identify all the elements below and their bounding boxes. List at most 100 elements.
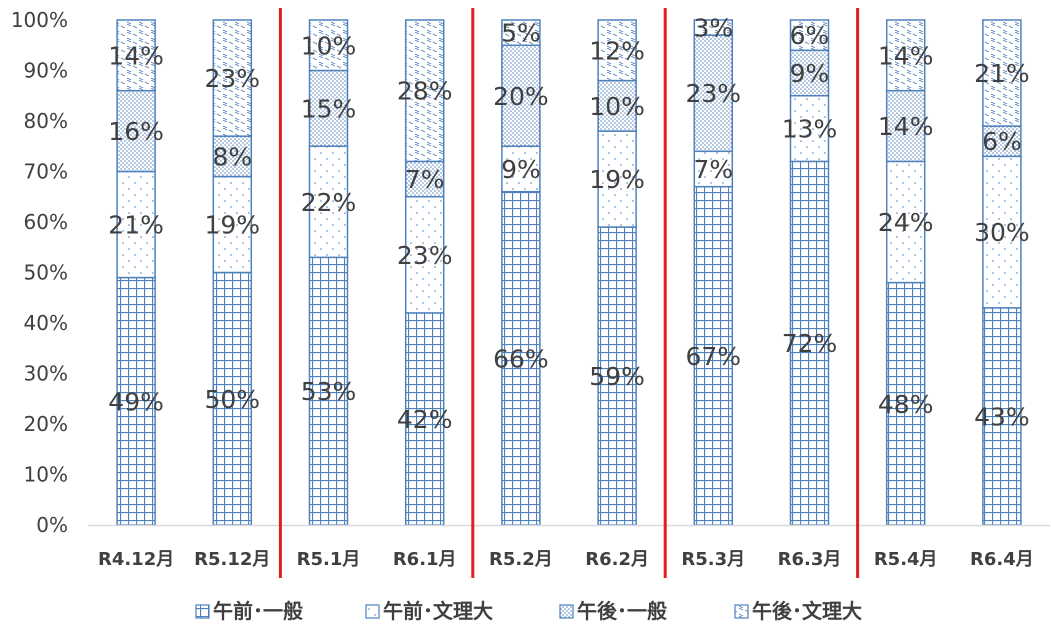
data-label: 7% [693,155,733,184]
bar-stack: 72% 13% 9% 6% [782,19,838,526]
legend-swatch [365,604,380,619]
y-tick-label: 100% [11,8,68,32]
data-label: 66% [493,344,549,373]
data-label: 22% [301,188,357,217]
data-label: 48% [878,390,934,419]
bar-segment [501,145,541,193]
bar-stack: 50% 19% 8% 23% [205,19,261,526]
plot-area: 49% 21% 16% 14% 50% 19% 8% 23% 53% 22% 15% 10% 42% 23… [108,14,1030,526]
data-label: 12% [589,36,645,65]
legend-item: 午後･一般 [559,599,667,623]
bar-stack: 53% 22% 15% 10% [301,19,357,526]
data-label: 19% [589,165,645,194]
bar-segment [789,160,830,526]
x-tick-label: R5.3月 [681,549,745,570]
legend-item: 午前･一般 [195,599,303,623]
bar-segment [693,34,734,153]
x-tick-label: R4.12月 [98,549,174,570]
data-label: 3% [693,14,733,43]
bar-segment [116,170,156,279]
legend-item: 午後･文理大 [734,599,862,623]
bar-segment [404,160,445,198]
bar-segment [982,155,1022,309]
data-label: 14% [878,112,934,141]
bar-stack: 66% 9% 20% 5% [493,19,549,526]
data-label: 16% [108,117,164,146]
bar-segment [597,19,637,82]
legend: 午前･一般 午前･文理大 午後･一般 午後･文理大 [195,599,862,623]
data-label: 14% [108,41,164,70]
y-tick-label: 50% [24,261,68,285]
bar-stack: 43% 30% 6% 21% [974,19,1030,526]
x-tick-label: R6.3月 [778,549,842,570]
x-tick-label: R6.4月 [970,549,1034,570]
legend-swatch [734,604,749,619]
bar-segment [212,135,253,178]
bar-stack: 48% 24% 14% 14% [878,19,934,526]
data-label: 28% [397,77,453,106]
y-tick-label: 10% [24,463,68,487]
bar-segment [501,44,541,147]
data-label: 24% [878,208,934,237]
bar-segment [885,89,926,163]
bar-stack: 67% 7% 23% 3% [686,14,742,526]
data-label: 8% [212,142,252,171]
data-label: 59% [589,362,645,391]
data-label: 13% [782,115,838,144]
y-tick-label: 0% [36,513,68,537]
y-axis: 0% 10% 20% 30% 40% 50% 60% 70% 80% 90% 100% [11,8,68,537]
data-label: 5% [501,19,541,48]
data-label: 9% [501,155,541,184]
y-tick-label: 30% [24,362,68,386]
x-tick-label: R5.2月 [489,549,553,570]
y-tick-label: 70% [24,160,68,184]
data-label: 6% [790,21,830,50]
bar-segment [501,190,541,526]
bar-segment [982,125,1022,158]
bar-segment [597,79,637,132]
bar-stack: 42% 23% 7% 28% [397,19,453,526]
y-tick-label: 60% [24,210,68,234]
y-tick-label: 40% [24,311,68,335]
legend-label: 午前･文理大 [383,599,493,623]
x-tick-label: R6.1月 [393,549,457,570]
bar-stack: 59% 19% 10% 12% [589,19,645,526]
data-label: 67% [686,342,742,371]
bar-segment [885,160,926,284]
data-label: 20% [493,82,549,111]
bar-segment [116,276,156,526]
data-label: 50% [205,385,261,414]
bar-segment [308,145,349,259]
legend-swatch [559,604,574,619]
data-label: 19% [205,211,261,240]
bar-segment [404,19,445,163]
data-label: 21% [974,59,1030,88]
data-label: 23% [397,241,453,270]
y-tick-label: 80% [24,109,68,133]
data-label: 10% [301,31,357,60]
data-label: 23% [686,79,742,108]
data-label: 6% [982,127,1022,156]
bar-segment [789,95,830,163]
bar-segment [693,19,734,36]
data-label: 10% [589,92,645,121]
bar-segment [308,19,349,72]
bar-segment [597,226,637,526]
legend-label: 午後･一般 [577,599,667,623]
bar-segment [116,19,156,92]
data-label: 49% [108,387,164,416]
data-label: 9% [790,59,830,88]
data-label: 23% [205,64,261,93]
x-tick-label: R6.2月 [585,549,649,570]
bar-stack: 49% 21% 16% 14% [108,19,164,526]
data-label: 30% [974,218,1030,247]
bar-segment [212,19,253,137]
x-tick-label: R5.1月 [297,549,361,570]
data-label: 43% [974,402,1030,431]
data-label: 7% [405,165,445,194]
legend-item: 午前･文理大 [365,599,493,623]
y-tick-label: 20% [24,412,68,436]
data-label: 15% [301,94,357,123]
x-tick-label: R5.12月 [194,549,270,570]
